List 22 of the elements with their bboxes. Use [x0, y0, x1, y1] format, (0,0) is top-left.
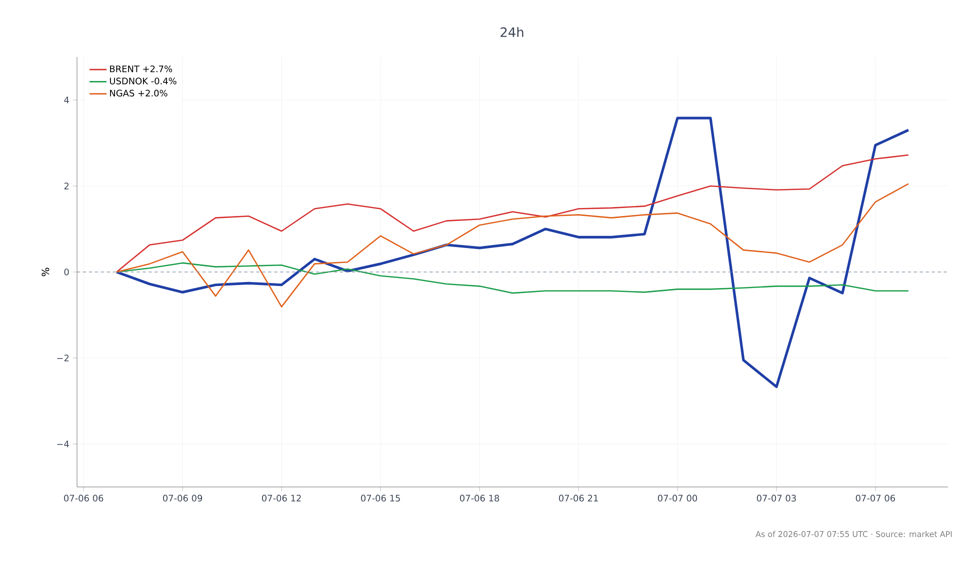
x-tick-label: 07-06 06 — [64, 494, 104, 502]
x-tick-label: 07-07 06 — [856, 494, 896, 502]
x-tick-label: 07-07 00 — [658, 494, 698, 502]
legend-label: BRENT +2.7% — [110, 65, 172, 72]
y-tick-label: −4 — [57, 440, 69, 448]
x-tick-label: 07-06 09 — [163, 494, 202, 502]
y-tick-label: 4 — [64, 96, 69, 104]
y-axis-title: % — [42, 268, 50, 276]
x-tick-label: 07-06 21 — [558, 494, 598, 502]
y-tick-label: −2 — [57, 354, 69, 362]
y-tick-label: 0 — [64, 268, 69, 276]
legend-label: NGAS +2.0% — [110, 90, 168, 97]
legend-label: USDNOK -0.4% — [110, 78, 176, 84]
line-series — [116, 154, 910, 273]
x-tick-label: 07-06 18 — [460, 494, 500, 502]
x-tick-label: 07-06 12 — [262, 494, 301, 502]
chart-title: 24h — [500, 27, 524, 37]
x-tick-label: 07-07 03 — [756, 494, 796, 502]
line-series — [116, 183, 910, 308]
y-tick-label: 2 — [64, 182, 69, 190]
line-series — [115, 116, 910, 388]
x-tick-label: 07-06 15 — [361, 494, 400, 502]
